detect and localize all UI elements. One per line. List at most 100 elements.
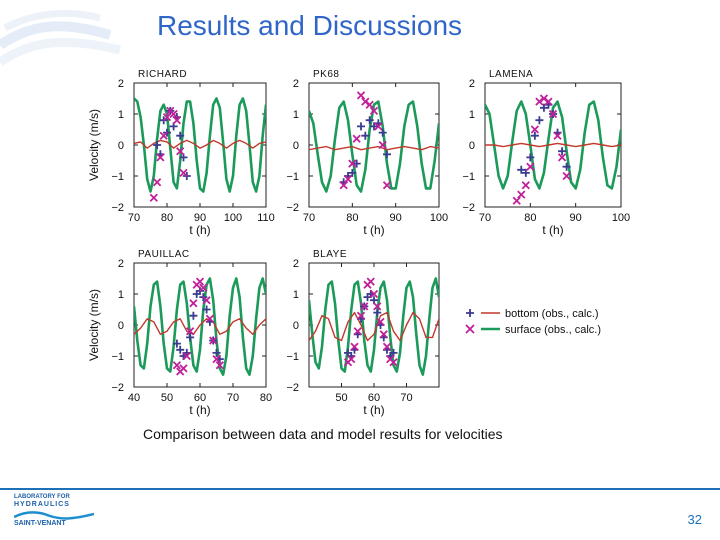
y-tick-label: −2 [111, 202, 124, 214]
x-tick-label: 70 [128, 212, 140, 224]
bottom-calc-line [485, 142, 621, 148]
surface-obs-point [172, 361, 182, 370]
bottom-obs-point [153, 141, 162, 149]
x-tick-label: 40 [128, 392, 140, 404]
surface-obs-point [350, 342, 359, 351]
bottom-obs-point [365, 116, 374, 125]
y-tick-label: −2 [111, 382, 124, 394]
panel-series [485, 94, 621, 205]
x-axis-label: t (h) [189, 403, 210, 417]
surface-obs-point [202, 296, 211, 305]
panel-series [134, 277, 266, 376]
x-tick-label: 80 [524, 212, 536, 224]
logo-line1: LABORATORY FOR [14, 494, 70, 500]
x-tick-label: 60 [368, 392, 380, 404]
surface-obs-point [530, 125, 540, 134]
x-tick-label: 110 [257, 212, 275, 224]
surface-obs-point [195, 277, 205, 286]
bottom-obs-point [562, 162, 571, 171]
slide-title: Results and Discussions [157, 10, 463, 41]
y-tick-label: 2 [118, 258, 124, 270]
surface-obs-point [169, 109, 178, 119]
panel-blaye: 50 60 70 2 1 0 −1 −2 BLAYE t (h) [286, 249, 440, 417]
surface-obs-point [557, 153, 567, 162]
surface-calc-line [485, 100, 621, 190]
x-tick-label: 70 [227, 392, 239, 404]
panel-title: RICHARD [138, 69, 187, 80]
bottom-obs-point [361, 131, 370, 140]
y-tick-label: 0 [293, 320, 299, 332]
surface-obs-point [215, 361, 224, 370]
surface-obs-point [199, 283, 208, 292]
bottom-obs-point [526, 153, 535, 162]
surface-obs-point [149, 193, 158, 202]
surface-obs-point [209, 336, 218, 345]
wave-decoration [0, 9, 122, 66]
bottom-obs-point [189, 311, 198, 320]
legend-bottom-obs-marker [466, 309, 474, 317]
surface-obs-point [179, 168, 188, 178]
surface-obs-point [356, 91, 366, 100]
y-tick-label: −1 [111, 351, 124, 363]
x-tick-label: 90 [194, 212, 206, 224]
surface-obs-point [348, 159, 357, 168]
surface-obs-point [517, 190, 526, 199]
x-tick-label: 70 [479, 212, 491, 224]
bottom-obs-point [535, 116, 544, 125]
bottom-obs-point [539, 103, 548, 112]
panel-title: LAMENA [489, 69, 533, 80]
y-tick-label: −2 [286, 382, 299, 394]
logo-line3: SAINT-VENANT [14, 520, 66, 527]
logo-line2: HYDRAULICS [14, 501, 70, 508]
logo-wave-icon [14, 511, 94, 520]
x-tick-label: 90 [390, 212, 402, 224]
surface-obs-point [366, 277, 375, 286]
y-tick-label: −2 [462, 202, 475, 214]
surface-obs-point [535, 97, 544, 106]
surface-obs-point [172, 116, 182, 125]
x-tick-label: 80 [161, 212, 173, 224]
y-tick-label: 1 [293, 109, 299, 121]
surface-obs-point [360, 302, 369, 311]
x-tick-label: 100 [612, 212, 630, 224]
x-tick-label: 80 [346, 212, 358, 224]
x-tick-label: 70 [400, 392, 412, 404]
y-tick-label: 2 [293, 78, 299, 90]
bottom-obs-point [202, 305, 211, 314]
surface-obs-point [365, 100, 374, 109]
y-tick-label: 0 [469, 140, 475, 152]
surface-calc-line [309, 277, 439, 376]
panel-lamena: 70 80 90 100 2 1 0 −1 −2 LAMENA t (h) [462, 69, 630, 237]
surface-obs-point [356, 311, 366, 320]
surface-obs-point [382, 181, 392, 190]
y-tick-label: 2 [293, 258, 299, 270]
y-tick-label: −1 [111, 171, 124, 183]
panel-pauillac: 40 50 60 70 80 2 1 0 −1 −2 PAUILLAC t (h) Velocity (… [87, 249, 272, 417]
lab-logo: LABORATORY FOR HYDRAULICS SAINT-VENANT [14, 494, 104, 530]
bottom-obs-point [348, 168, 357, 177]
surface-obs-point [182, 351, 191, 361]
surface-obs-point [373, 302, 382, 311]
footer-divider [0, 488, 720, 490]
bottom-obs-point [558, 147, 567, 156]
surface-calc-line [134, 97, 266, 193]
surface-obs-point [212, 354, 221, 364]
bottom-obs-point [352, 159, 361, 168]
panel-series [134, 97, 266, 202]
surface-obs-point [521, 181, 530, 190]
bottom-obs-point [370, 122, 378, 131]
surface-obs-point [548, 109, 558, 119]
surface-obs-point [343, 174, 353, 184]
surface-calc-line [309, 100, 439, 193]
bottom-obs-point [521, 168, 530, 177]
surface-calc-line [134, 277, 266, 376]
bottom-calc-line [134, 318, 266, 335]
legend-label: bottom (obs., calc.) [505, 308, 599, 320]
surface-obs-point [544, 97, 553, 106]
x-tick-label: 70 [303, 212, 315, 224]
chart-legend: bottom (obs., calc.) surface (obs., calc.… [465, 308, 601, 336]
y-tick-label: 0 [118, 140, 124, 152]
panel-title: BLAYE [313, 249, 347, 260]
surface-obs-point [185, 327, 195, 336]
y-tick-label: −1 [286, 171, 299, 183]
